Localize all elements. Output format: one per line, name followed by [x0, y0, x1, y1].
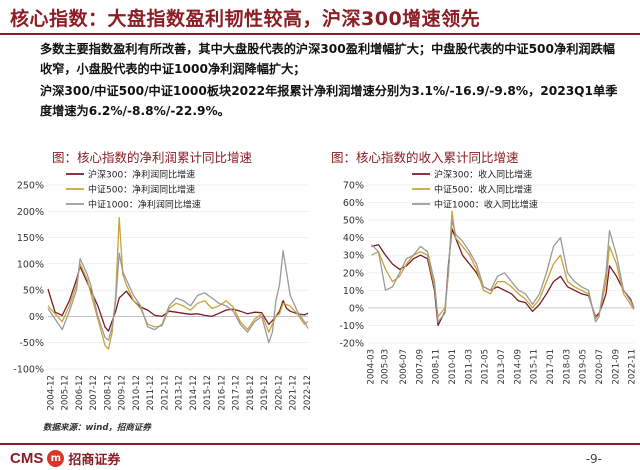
x-tick-label: 2020-07: [595, 349, 605, 385]
y-tick-label: 40%: [343, 233, 364, 244]
y-tick-label: 60%: [343, 198, 364, 209]
logo-cms-text: CMS: [10, 450, 44, 467]
legend-label: 沪深300：收入同比增速: [434, 169, 532, 181]
y-tick-label: 30%: [343, 251, 364, 262]
y-tick-label: -100%: [13, 365, 44, 376]
x-tick-label: 2010-12: [132, 375, 142, 411]
y-tick-label: 0%: [349, 303, 364, 314]
x-tick-label: 2006-07: [399, 349, 409, 385]
chart-title-net-profit: 图：核心指数的净利润累计同比增速: [52, 150, 253, 165]
x-tick-label: 2012-05: [481, 349, 491, 385]
revenue-growth-chart: -20% -10% 0% 10% 20% 30% 40% 50% 60% 70% 2004-03 20…: [339, 169, 638, 385]
x-tick-label: 2013-07: [497, 349, 507, 385]
x-tick-label: 2005-12: [61, 375, 71, 411]
x-tick-label: 2016-12: [217, 375, 227, 411]
x-tick-label: 2021-09: [611, 349, 621, 385]
x-tick-label: 2019-05: [579, 349, 589, 385]
logo-badge-icon: m: [47, 450, 65, 467]
y-tick-label: -20%: [339, 339, 364, 350]
company-logo: CMS m 招商证券: [10, 449, 120, 468]
summary-text: 多数主要指数盈利有所改善，其中大盘股代表的沪深300盈利增幅扩大；中盘股代表的中…: [40, 40, 625, 124]
x-tick-label: 2018-12: [246, 375, 256, 411]
y-tick-label: 200%: [17, 207, 44, 218]
y-tick-label: 20%: [343, 268, 364, 279]
y-tick-label: 150%: [17, 233, 44, 244]
bullet-1: 多数主要指数盈利有所改善，其中大盘股代表的沪深300盈利增幅扩大；中盘股代表的中…: [40, 42, 615, 76]
series-line-3: [47, 250, 309, 344]
legend-label: 中证1000：净利润同比增速: [88, 199, 201, 211]
x-tick-label: 2015-12: [203, 375, 213, 411]
x-tick-label: 2004-03: [366, 349, 376, 385]
x-tick-label: 2017-12: [232, 375, 242, 411]
bullet-2: 沪深300/中证500/中证1000板块2022年报累计净利润增速分别为3.1%…: [40, 84, 618, 118]
y-tick-label: -10%: [339, 321, 364, 332]
legend-label: 中证500：净利润同比增速: [88, 184, 195, 196]
x-tick-label: 2009-12: [118, 375, 128, 411]
x-tick-label: 2020-12: [274, 375, 284, 411]
legend-label: 沪深300：净利润同比增速: [88, 169, 195, 181]
x-tick-label: 2011-12: [146, 375, 156, 411]
data-source-note: 数据来源：wind，招商证券: [43, 423, 151, 433]
x-tick-label: 2018-03: [562, 349, 572, 385]
x-tick-label: 2012-12: [160, 375, 170, 411]
legend-label: 中证500：收入同比增速: [434, 184, 532, 196]
x-tick-label: 2014-09: [513, 349, 523, 385]
x-tick-label: 2019-12: [260, 375, 270, 411]
y-tick-label: -50%: [19, 338, 44, 349]
x-tick-label: 2015-11: [530, 349, 540, 385]
y-tick-label: 50%: [343, 216, 364, 227]
x-tick-label: 2013-12: [175, 375, 185, 411]
series-line-3: [371, 219, 635, 323]
x-tick-label: 2011-03: [464, 349, 474, 385]
series-line-1: [371, 228, 635, 327]
series-line-2: [47, 216, 309, 350]
title-divider: [0, 33, 640, 35]
legend-label: 中证1000：收入同比增速: [434, 199, 538, 211]
y-tick-label: 100%: [17, 259, 44, 270]
chart-title-revenue: 图：核心指数的收入累计同比增速: [331, 150, 519, 165]
series-line-2: [371, 210, 635, 320]
x-tick-label: 2022-12: [303, 375, 313, 411]
net-profit-growth-chart: -100% -50% 0% 50% 100% 150% 200% 250% 2004-12 200…: [13, 169, 313, 411]
x-tick-label: 2008-12: [103, 375, 113, 411]
x-tick-label: 2022-11: [628, 349, 638, 385]
x-tick-label: 2007-09: [415, 349, 425, 385]
logo-cn-text: 招商证券: [68, 453, 121, 468]
x-tick-label: 2014-12: [189, 375, 199, 411]
y-tick-label: 250%: [17, 181, 44, 192]
x-tick-label: 2004-12: [46, 375, 56, 411]
x-tick-label: 2008-11: [432, 349, 442, 385]
x-tick-label: 2021-12: [289, 375, 299, 411]
page-number: -9-: [585, 452, 602, 466]
y-tick-label: 70%: [343, 181, 364, 192]
y-tick-label: 0%: [29, 312, 44, 323]
x-tick-label: 2006-12: [75, 375, 85, 411]
y-tick-label: 10%: [343, 286, 364, 297]
footer-divider: [0, 443, 640, 445]
x-tick-label: 2017-01: [546, 349, 556, 385]
y-tick-label: 50%: [23, 286, 44, 297]
x-tick-label: 2005-03: [380, 349, 390, 385]
x-tick-label: 2010-01: [448, 349, 458, 385]
x-tick-label: 2007-12: [89, 375, 99, 411]
page-title: 核心指数：大盘指数盈利韧性较高，沪深300增速领先: [10, 8, 481, 30]
